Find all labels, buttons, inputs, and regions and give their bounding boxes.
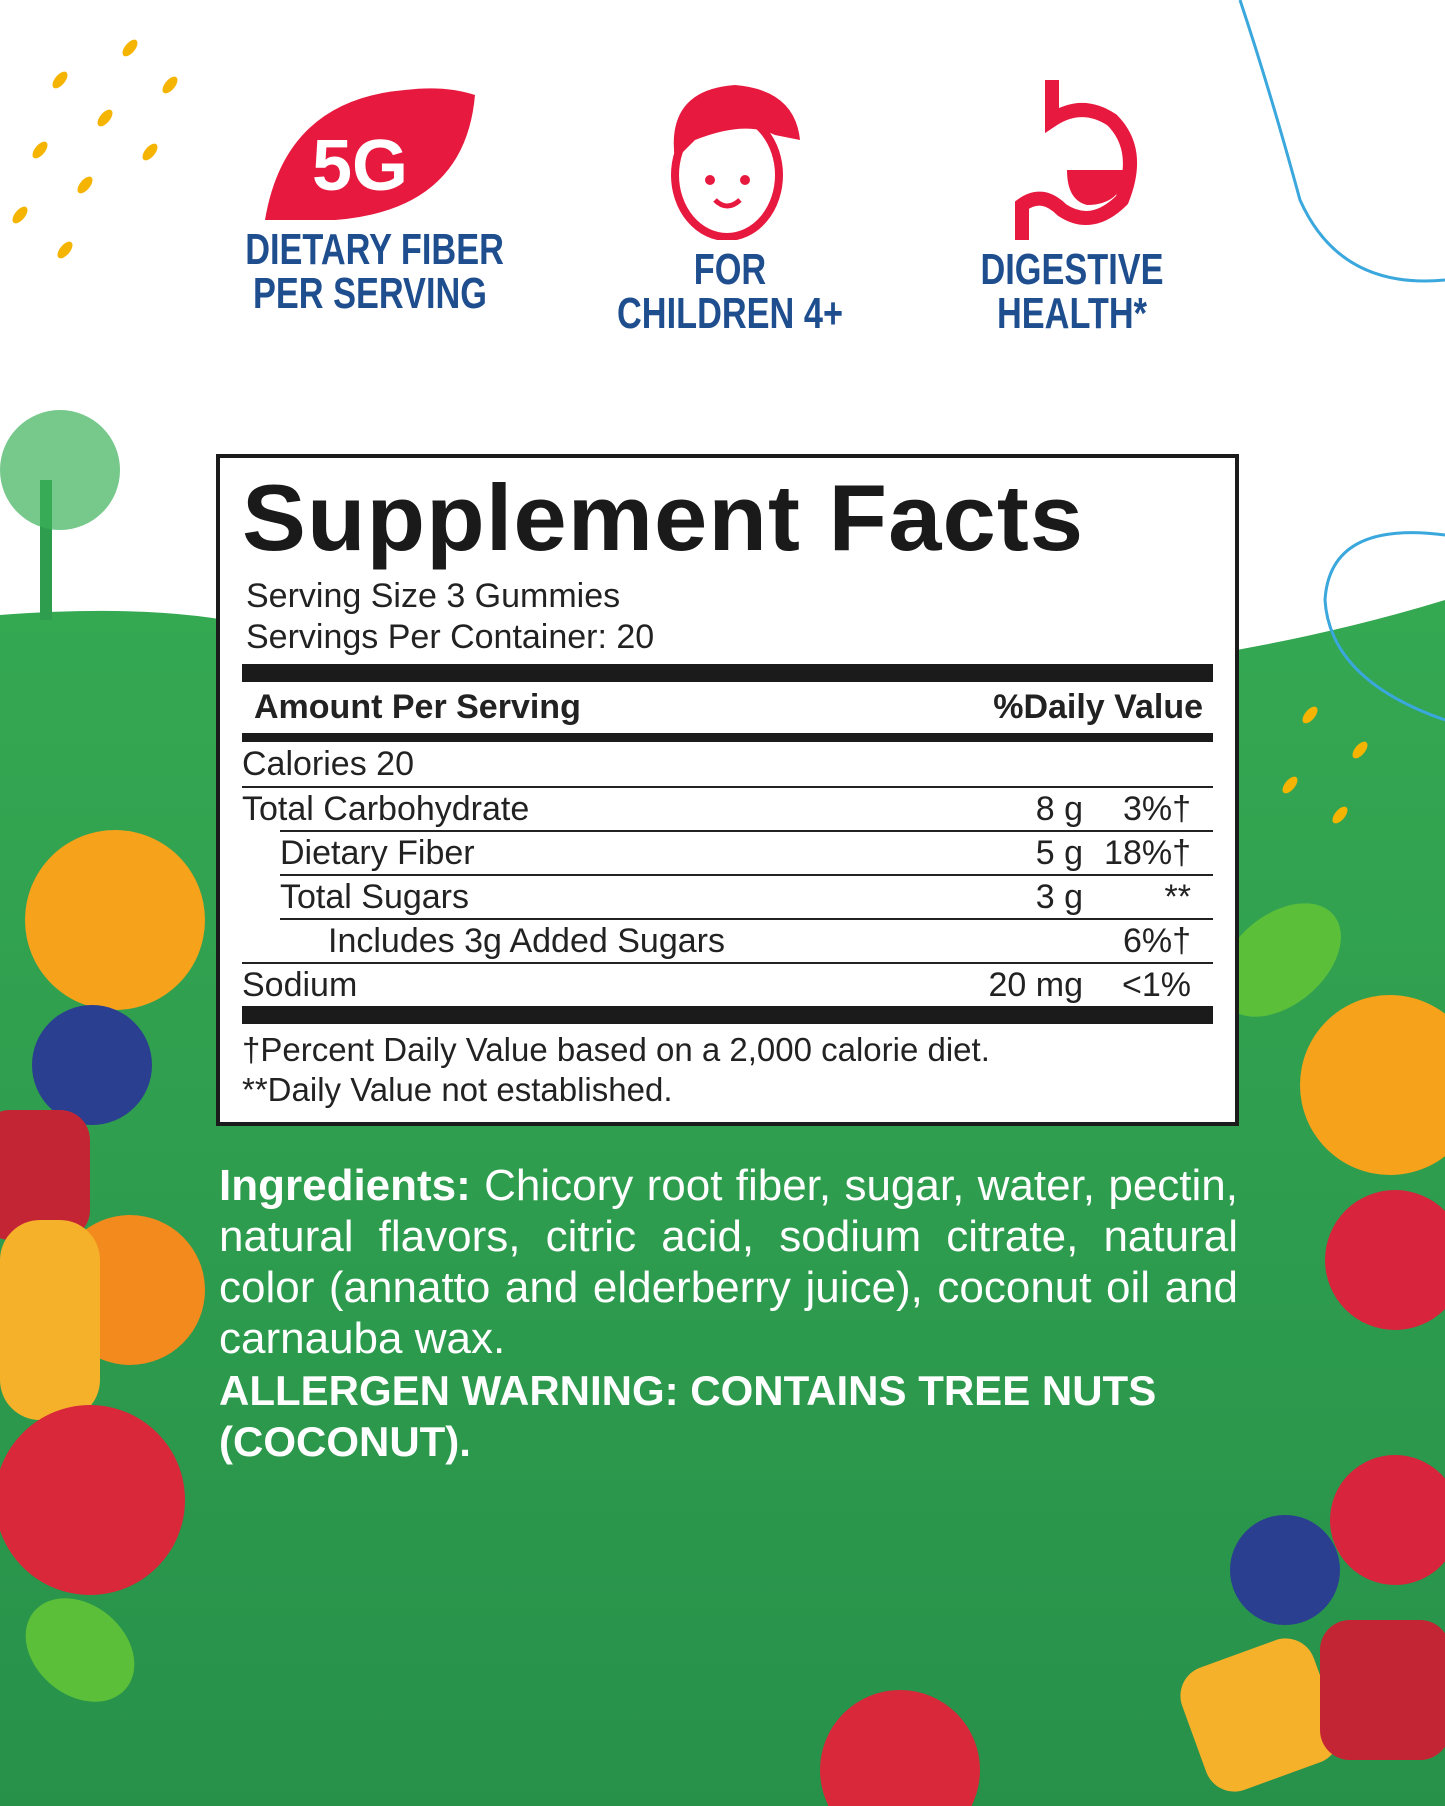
badge-dietary-fiber: 5G DIETARY FIBER PER SERVING xyxy=(210,80,530,316)
footnotes: †Percent Daily Value based on a 2,000 ca… xyxy=(242,1031,990,1108)
divider xyxy=(242,1006,1213,1024)
table-row: Total Carbohydrate 8 g 3%† xyxy=(242,786,1213,830)
tree-icon xyxy=(0,410,120,620)
stomach-icon xyxy=(1015,80,1137,240)
leaf-5g-icon: 5G xyxy=(265,88,475,220)
supplement-facts-panel: Supplement Facts Serving Size 3 Gummies … xyxy=(216,454,1239,1126)
table-row: Includes 3g Added Sugars 6%† xyxy=(280,918,1213,962)
ingredients: Ingredients: Chicory root fiber, sugar, … xyxy=(219,1161,1238,1363)
child-face-icon xyxy=(671,85,800,240)
table-row: Sodium 20 mg <1% xyxy=(242,962,1213,1006)
facts-title: Supplement Facts xyxy=(242,465,1085,570)
table-row: Dietary Fiber 5 g 18%† xyxy=(280,830,1213,874)
serving-size: Serving Size 3 Gummies xyxy=(246,577,621,615)
badge-label: DIGESTIVE HEALTH* xyxy=(980,245,1164,338)
servings-per-container: Servings Per Container: 20 xyxy=(246,618,655,656)
badge-digestive: DIGESTIVE HEALTH* xyxy=(912,80,1232,336)
calories-row: Calories 20 xyxy=(242,744,414,783)
svg-text:5G: 5G xyxy=(312,126,408,206)
badge-label: DIETARY FIBER PER SERVING xyxy=(245,225,504,318)
badge-label: FOR CHILDREN 4+ xyxy=(617,245,843,338)
allergen-warning: ALLERGEN WARNING: CONTAINS TREE NUTS (CO… xyxy=(219,1367,1157,1465)
badge-children: FOR CHILDREN 4+ xyxy=(570,80,890,336)
table-row: Total Sugars 3 g ** xyxy=(280,874,1213,918)
divider xyxy=(242,733,1213,742)
facts-header: Amount Per Serving %Daily Value xyxy=(254,688,1203,726)
divider xyxy=(242,664,1213,682)
